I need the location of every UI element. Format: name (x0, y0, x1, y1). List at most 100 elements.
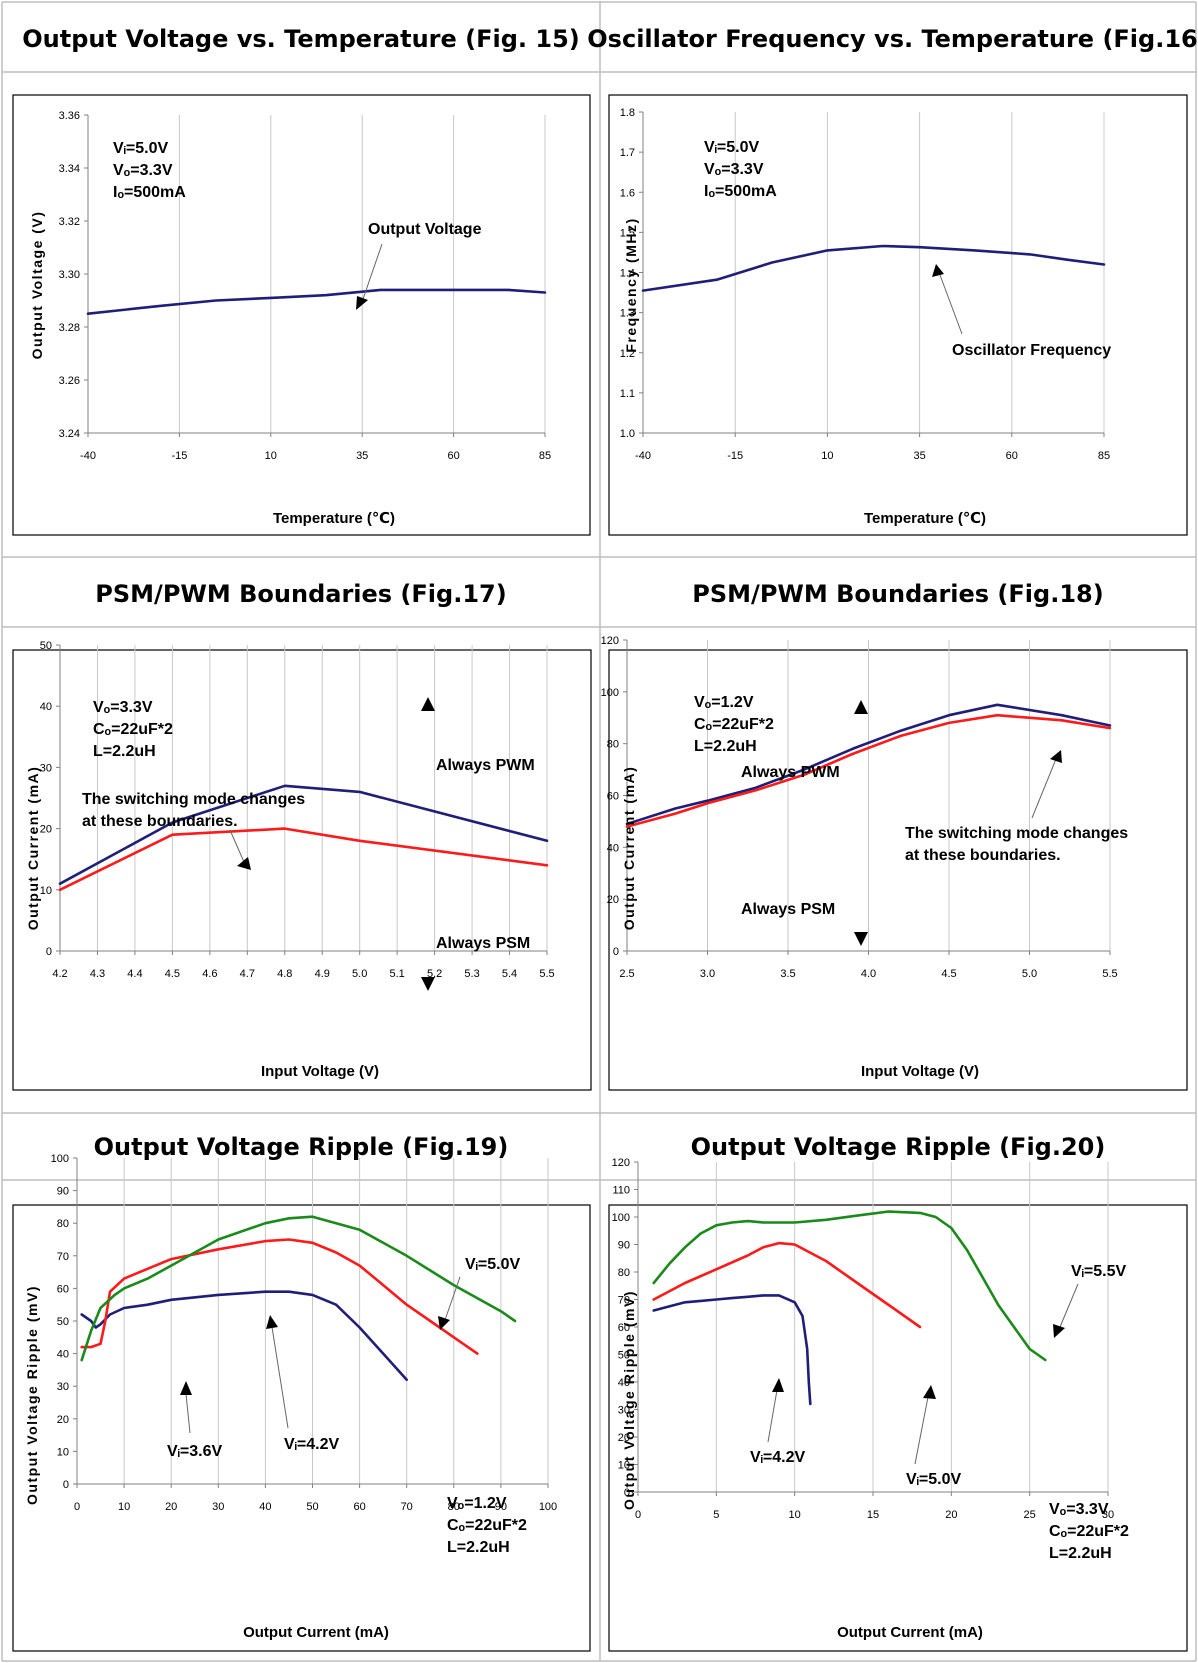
x-tick-label: 50 (306, 1501, 318, 1513)
figure-header: Oscillator Frequency vs. Temperature (Fi… (587, 25, 1198, 53)
x-tick-label: 5.0 (352, 968, 367, 980)
series-line (652, 1294, 812, 1406)
x-tick-label: 100 (539, 1501, 557, 1513)
y-axis-label: Output Current (mA) (621, 766, 637, 931)
series-line (80, 1215, 517, 1362)
condition-co: Cₒ=22uF*2 (1049, 1523, 1129, 1540)
x-tick-label: 5.1 (390, 968, 405, 980)
chart-fig20: 0 10 20 30 40 50 60 70 80 90 100 110 120 0 5 10 15 20 25 30… (608, 1157, 1188, 1652)
x-tick-label: 10 (118, 1501, 130, 1513)
y-tick-label: 10 (618, 1460, 630, 1472)
series-line (58, 827, 549, 892)
y-tick-label: 1.3 (620, 308, 635, 320)
condition-vo: Vₒ=3.3V (1049, 1501, 1109, 1518)
y-axis-label: Output Current (mA) (25, 766, 41, 931)
curve-label-vi-5.0v: Vᵢ=5.0V (906, 1471, 962, 1488)
y-tick-label: 50 (57, 1316, 69, 1328)
y-tick-label: 40 (57, 1349, 69, 1361)
y-tick-label: 10 (40, 885, 52, 897)
y-tick-label: 20 (607, 894, 619, 906)
condition-l: L=2.2uH (93, 743, 156, 760)
y-tick-label: 0 (613, 946, 619, 958)
chart-frame (12, 649, 592, 1091)
x-tick-label: 90 (495, 1501, 507, 1513)
condition-co: Cₒ=22uF*2 (447, 1517, 527, 1534)
boundary-note-line1: The switching mode changes (82, 791, 305, 808)
y-tick-label: 50 (618, 1350, 630, 1362)
x-tick-label: 70 (401, 1501, 413, 1513)
x-axis-label: Temperature (℃) (273, 510, 395, 527)
x-axis-label: Output Current (mA) (837, 1624, 983, 1641)
y-tick-label: 60 (57, 1283, 69, 1295)
x-axis-label: Input Voltage (V) (261, 1063, 379, 1080)
condition-vi: Vᵢ=5.0V (704, 139, 760, 156)
curve-label-output-voltage: Output Voltage (368, 221, 482, 238)
y-tick-label: 30 (57, 1381, 69, 1393)
curve-label-vi-5.5v: Vᵢ=5.5V (1071, 1263, 1127, 1280)
y-tick-label: 70 (57, 1251, 69, 1263)
y-tick-label: 3.30 (59, 269, 80, 281)
x-tick-label: 25 (1024, 1509, 1036, 1521)
annotation-arrow (914, 1385, 936, 1465)
plot-area: 0 10 20 30 40 50 4.2 4.3 4.4 4.5 4.6 4.7 4.8 4.9 5.0 5.… (40, 640, 555, 980)
y-tick-label: 80 (607, 739, 619, 751)
x-tick-label: -15 (727, 450, 743, 462)
x-tick-label: 2.5 (619, 968, 634, 980)
chart-fig15: 3.24 3.26 3.28 3.30 3.32 3.34 3.36 -40 -15 10 35 60… (12, 94, 591, 536)
x-tick-label: 60 (447, 450, 459, 462)
condition-io: Iₒ=500mA (704, 183, 777, 200)
condition-vo: Vₒ=1.2V (447, 1495, 507, 1512)
y-tick-label: 80 (57, 1218, 69, 1230)
region-label-always-psm: Always PSM (741, 901, 835, 918)
y-axis-label: Output Voltage (V) (29, 211, 45, 360)
x-tick-label: 3.5 (780, 968, 795, 980)
y-axis-label: Output Voltage Ripple (mV) (621, 1290, 637, 1510)
plot-area: 0 10 20 30 40 50 60 70 80 90 100 110 120 0 5 10 15 20 25 30 (612, 1157, 1114, 1521)
figure-header: Output Voltage Ripple (Fig.19) (94, 1133, 509, 1161)
y-axis-label: Output Voltage Ripple (mV) (24, 1285, 40, 1505)
x-tick-label: 4.5 (165, 968, 180, 980)
plot-area: 0 10 20 30 40 50 60 70 80 90 100 0 10 20 30 40 50 60 70 80 9… (51, 1153, 558, 1513)
x-tick-label: 30 (1102, 1509, 1114, 1521)
condition-l: L=2.2uH (1049, 1545, 1112, 1562)
x-tick-label: 4.2 (52, 968, 67, 980)
x-tick-label: 10 (821, 450, 833, 462)
y-tick-label: 40 (618, 1377, 630, 1389)
y-tick-label: 3.36 (59, 110, 80, 122)
y-tick-label: 1.1 (620, 388, 635, 400)
annotation-arrow (229, 829, 251, 870)
series-line (86, 288, 547, 316)
condition-co: Cₒ=22uF*2 (694, 716, 774, 733)
y-tick-label: 1.5 (620, 227, 635, 239)
y-tick-label: 70 (618, 1295, 630, 1307)
x-tick-label: 35 (913, 450, 925, 462)
condition-l: L=2.2uH (694, 738, 757, 755)
arrow-down-icon (854, 932, 868, 946)
condition-vo: Vₒ=3.3V (704, 161, 764, 178)
boundary-note-line1: The switching mode changes (905, 825, 1128, 842)
x-tick-label: 15 (867, 1509, 879, 1521)
x-tick-label: 60 (353, 1501, 365, 1513)
y-tick-label: 3.32 (59, 216, 80, 228)
y-tick-label: 1.4 (620, 268, 635, 280)
x-tick-label: 4.5 (941, 968, 956, 980)
chart-frame (608, 94, 1188, 536)
y-tick-label: 100 (51, 1153, 69, 1165)
region-label-always-pwm: Always PWM (436, 757, 535, 774)
x-tick-label: 5.0 (1022, 968, 1037, 980)
y-tick-label: 20 (618, 1432, 630, 1444)
x-tick-label: 85 (539, 450, 551, 462)
x-tick-label: 5.3 (464, 968, 479, 980)
y-tick-label: 1.0 (620, 428, 635, 440)
y-axis-label: Frequency (MHz) (623, 217, 639, 352)
y-tick-label: 0 (46, 946, 52, 958)
curve-label-vi-5.0v: Vᵢ=5.0V (465, 1256, 521, 1273)
series-line (652, 1241, 922, 1329)
y-tick-label: 50 (40, 640, 52, 652)
x-tick-label: 3.0 (700, 968, 715, 980)
y-tick-label: 80 (618, 1267, 630, 1279)
x-tick-label: 4.4 (127, 968, 142, 980)
x-tick-label: 4.8 (277, 968, 292, 980)
x-tick-label: 0 (74, 1501, 80, 1513)
condition-io: Iₒ=500mA (113, 184, 186, 201)
